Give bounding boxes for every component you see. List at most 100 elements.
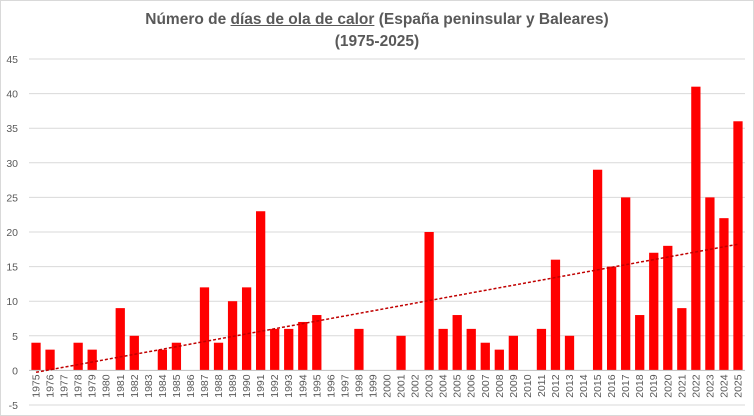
x-tick-label: 2009 <box>508 374 520 398</box>
bar <box>508 335 518 371</box>
bar <box>691 86 701 371</box>
chart-title: Número de días de ola de calor (España p… <box>1 9 753 53</box>
x-tick-label: 1986 <box>185 374 197 398</box>
bar <box>256 211 266 371</box>
x-tick-label: 1976 <box>45 374 57 398</box>
x-tick-label: 2014 <box>578 374 590 398</box>
y-tick-label: -5 <box>9 400 18 412</box>
trendline <box>35 243 739 374</box>
x-tick-label: 1990 <box>241 374 253 398</box>
x-tick-label: 1998 <box>353 374 365 398</box>
x-tick-label: 2024 <box>718 374 730 398</box>
bar <box>199 287 210 371</box>
y-tick-label: 40 <box>6 89 18 101</box>
bar <box>157 349 168 371</box>
x-tick-label: 1987 <box>199 374 211 398</box>
bar <box>733 121 743 371</box>
x-tick-label: 1979 <box>87 374 99 398</box>
y-tick-label: 45 <box>6 54 18 66</box>
bar <box>550 259 561 371</box>
chart-title-line2: (1975-2025) <box>334 33 420 50</box>
bar <box>45 349 55 371</box>
x-tick-label: 2021 <box>676 374 688 398</box>
x-tick-label: 1996 <box>325 374 337 398</box>
bar <box>227 301 238 371</box>
x-tick-label: 2017 <box>620 374 632 398</box>
x-tick-label: 2006 <box>466 374 478 398</box>
x-tick-label: 1975 <box>31 374 43 398</box>
bar <box>284 328 294 371</box>
bar <box>494 349 504 371</box>
x-tick-label: 2020 <box>662 374 674 398</box>
x-tick-label: 1984 <box>157 374 169 398</box>
bar <box>298 321 308 371</box>
x-tick-label: 1992 <box>269 374 281 398</box>
x-tick-label: 1997 <box>339 374 351 398</box>
x-tick-label: 2011 <box>536 374 548 397</box>
x-tick-label: 2000 <box>382 374 394 398</box>
bar <box>115 308 125 371</box>
title-suffix: (España peninsular y Baleares) <box>374 11 609 28</box>
x-tick-label: 1982 <box>129 374 141 398</box>
bar <box>31 342 41 371</box>
x-tick-label: 2008 <box>494 374 506 398</box>
x-tick-label: 1981 <box>115 374 127 398</box>
x-tick-label: 2023 <box>704 374 716 398</box>
bar <box>241 287 252 371</box>
x-tick-label: 1999 <box>367 374 379 398</box>
x-tick-label: 1978 <box>73 374 85 398</box>
bar <box>213 342 224 371</box>
x-tick-label: 2001 <box>396 374 408 398</box>
bar <box>635 315 645 371</box>
bar <box>354 328 364 371</box>
bar <box>129 335 139 371</box>
bar <box>480 342 490 371</box>
bar <box>719 218 729 371</box>
x-tick-label: 2025 <box>732 374 744 398</box>
bar <box>87 349 97 371</box>
bar <box>705 197 715 371</box>
x-tick-label: 1989 <box>227 374 239 398</box>
title-underlined: días de ola de calor <box>230 11 375 28</box>
y-tick-label: 20 <box>6 227 18 239</box>
chart-title-line1: Número de días de ola de calor (España p… <box>1 9 753 31</box>
title-prefix: Número de <box>145 11 231 28</box>
x-tick-label: 2004 <box>438 374 450 398</box>
x-tick-label: 2013 <box>564 374 576 398</box>
bar <box>424 232 434 371</box>
bar <box>438 328 448 371</box>
bar <box>536 328 547 371</box>
x-tick-label: 1993 <box>283 374 295 398</box>
bar <box>564 335 575 371</box>
bar <box>621 197 631 371</box>
y-tick-label: 0 <box>12 365 18 377</box>
x-tick-label: 1991 <box>255 374 267 398</box>
y-tick-label: 30 <box>6 158 18 170</box>
bar <box>466 328 476 371</box>
x-tick-label: 1985 <box>171 374 183 398</box>
bar <box>270 328 280 371</box>
x-tick-label: 2005 <box>452 374 464 398</box>
x-tick-label: 2003 <box>424 374 436 398</box>
x-tick-label: 1994 <box>297 374 309 398</box>
x-tick-label: 2015 <box>592 374 604 398</box>
x-tick-label: 1988 <box>213 374 225 398</box>
bar <box>171 342 182 371</box>
y-tick-label: 15 <box>6 262 18 274</box>
x-tick-label: 2010 <box>522 374 534 398</box>
bar <box>312 315 322 371</box>
x-tick-label: 1983 <box>143 374 155 398</box>
x-tick-label: 2012 <box>550 374 562 398</box>
bar <box>649 252 659 371</box>
bar <box>396 335 406 371</box>
x-tick-label: 2007 <box>480 374 492 398</box>
y-tick-label: 25 <box>6 192 18 204</box>
y-tick-label: 5 <box>12 331 18 343</box>
x-tick-label: 2019 <box>648 374 660 398</box>
y-tick-label: 35 <box>6 123 18 135</box>
bar <box>73 342 83 371</box>
x-tick-label: 2022 <box>690 374 702 398</box>
x-tick-label: 2016 <box>606 374 618 398</box>
